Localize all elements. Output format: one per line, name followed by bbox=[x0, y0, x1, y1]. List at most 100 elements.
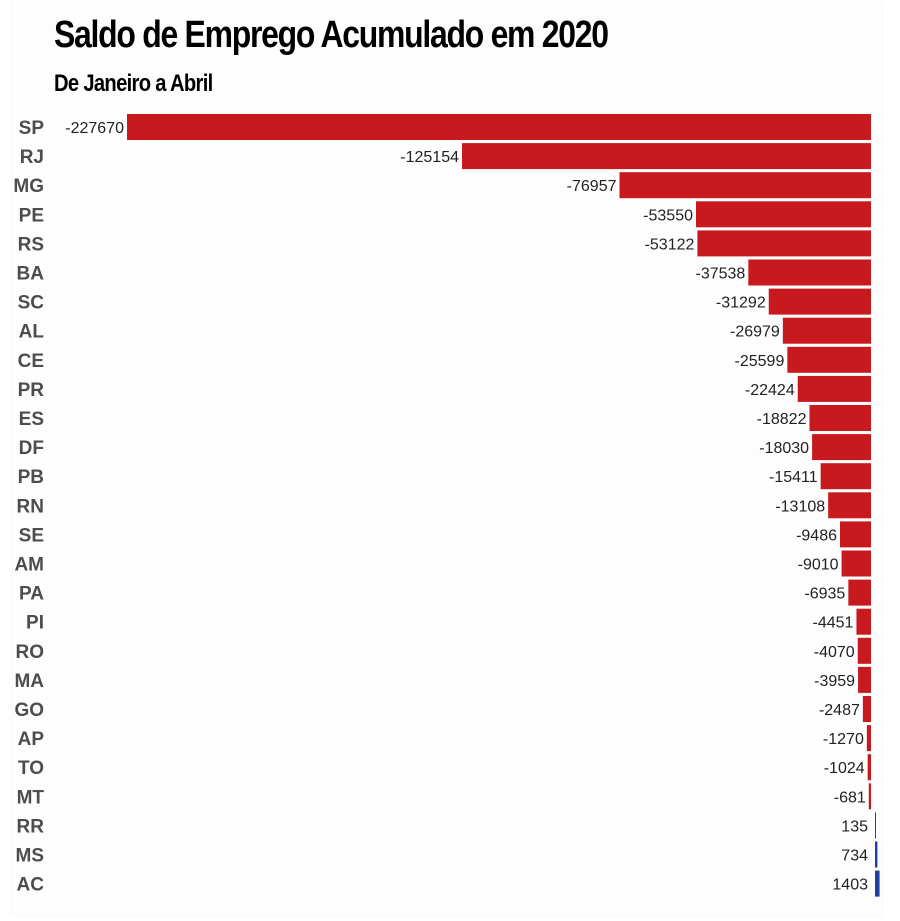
chart-subtitle: De Janeiro a Abril bbox=[54, 70, 213, 97]
bar bbox=[857, 637, 871, 664]
data-label: -18030 bbox=[759, 440, 809, 457]
bar-row-ce: CE -25599 bbox=[18, 346, 871, 373]
bar bbox=[875, 812, 876, 839]
data-label: -227670 bbox=[65, 120, 124, 137]
data-label: -25599 bbox=[735, 353, 785, 370]
bar-row-ms: MS 734 bbox=[16, 841, 878, 868]
bar-row-rn: RN -13108 bbox=[17, 492, 871, 519]
bar-row-ma: MA -3959 bbox=[14, 666, 871, 693]
category-label: GO bbox=[14, 700, 44, 721]
bar-row-sp: SP -227670 bbox=[19, 114, 871, 140]
data-label: -26979 bbox=[730, 324, 780, 341]
bar bbox=[748, 259, 871, 286]
bar-row-rr: RR 135 bbox=[17, 812, 876, 839]
bar bbox=[782, 317, 871, 344]
bar-row-pb: PB -15411 bbox=[18, 463, 871, 490]
category-label: AL bbox=[19, 322, 45, 343]
category-label: MT bbox=[17, 787, 45, 808]
category-label: SP bbox=[19, 118, 45, 139]
data-label: -15411 bbox=[769, 469, 818, 486]
bar bbox=[768, 288, 871, 315]
category-label: RS bbox=[18, 234, 44, 255]
bar-row-to: TO -1024 bbox=[18, 754, 871, 781]
bar bbox=[858, 666, 871, 693]
bar bbox=[809, 405, 871, 431]
category-label: MS bbox=[16, 846, 45, 867]
bar-row-pe: PE -53550 bbox=[19, 201, 871, 228]
data-label: -681 bbox=[834, 789, 866, 806]
category-label: SE bbox=[19, 525, 44, 546]
bar bbox=[828, 492, 871, 519]
bar bbox=[875, 841, 878, 868]
category-label: RJ bbox=[20, 147, 44, 168]
category-label: AC bbox=[17, 875, 45, 896]
data-label: -9486 bbox=[796, 527, 837, 544]
bar bbox=[619, 172, 871, 199]
bar bbox=[862, 696, 871, 722]
bar bbox=[866, 725, 871, 752]
data-label: -53122 bbox=[645, 236, 695, 253]
bar-row-ap: AP -1270 bbox=[18, 725, 871, 752]
category-label: CE bbox=[18, 351, 44, 372]
bar-row-df: DF -18030 bbox=[19, 434, 871, 461]
bar bbox=[696, 201, 871, 228]
category-label: RO bbox=[16, 642, 45, 663]
bar bbox=[697, 230, 871, 257]
bar bbox=[867, 754, 871, 781]
data-label: -13108 bbox=[775, 498, 825, 515]
bar-row-pa: PA -6935 bbox=[19, 579, 871, 606]
data-label: 135 bbox=[841, 818, 868, 835]
bar-row-rs: RS -53122 bbox=[18, 230, 871, 257]
bar bbox=[787, 346, 871, 373]
bar bbox=[840, 521, 871, 548]
category-label: MG bbox=[13, 176, 44, 197]
bar-row-al: AL -26979 bbox=[19, 317, 871, 344]
data-label: -1024 bbox=[824, 760, 865, 777]
data-label: -9010 bbox=[798, 557, 839, 574]
data-label: -4451 bbox=[813, 615, 854, 632]
category-label: PB bbox=[18, 467, 44, 488]
category-label: SC bbox=[18, 293, 45, 314]
bar bbox=[820, 463, 871, 490]
bar bbox=[875, 870, 880, 897]
data-label: -22424 bbox=[745, 382, 795, 399]
category-label: ES bbox=[19, 409, 44, 430]
bar bbox=[812, 434, 871, 461]
bar bbox=[127, 114, 871, 140]
bar-row-go: GO -2487 bbox=[14, 696, 871, 722]
data-label: -31292 bbox=[716, 295, 766, 312]
data-label: -1270 bbox=[823, 731, 864, 748]
bar-row-rj: RJ -125154 bbox=[20, 143, 871, 170]
data-label: -2487 bbox=[819, 702, 860, 719]
bar-row-ro: RO -4070 bbox=[16, 637, 871, 664]
bar-row-sc: SC -31292 bbox=[18, 288, 871, 315]
bar bbox=[856, 608, 871, 635]
bar-row-mt: MT -681 bbox=[17, 783, 871, 810]
data-label: -4070 bbox=[814, 644, 855, 661]
bar bbox=[797, 375, 871, 402]
category-label: PA bbox=[19, 584, 44, 605]
bar-row-ba: BA -37538 bbox=[17, 259, 871, 286]
bar-row-se: SE -9486 bbox=[19, 521, 871, 548]
category-label: PE bbox=[19, 205, 44, 226]
bar bbox=[868, 783, 871, 810]
data-label: -37538 bbox=[696, 266, 746, 283]
category-label: AM bbox=[14, 555, 44, 576]
data-label: -6935 bbox=[804, 586, 845, 603]
category-label: AP bbox=[18, 729, 45, 750]
bar-row-mg: MG -76957 bbox=[13, 172, 871, 199]
category-label: PR bbox=[18, 380, 45, 401]
data-label: -125154 bbox=[400, 149, 459, 166]
category-label: MA bbox=[14, 671, 44, 692]
data-label: -18822 bbox=[757, 411, 807, 428]
data-label: -3959 bbox=[814, 673, 855, 690]
data-label: 1403 bbox=[832, 877, 868, 894]
category-label: BA bbox=[17, 264, 45, 285]
data-label: -76957 bbox=[567, 178, 617, 195]
bar-row-ac: AC 1403 bbox=[17, 870, 880, 897]
bar-row-pr: PR -22424 bbox=[18, 375, 871, 402]
bar-row-es: ES -18822 bbox=[19, 405, 871, 431]
category-label: DF bbox=[19, 438, 44, 459]
category-label: TO bbox=[18, 758, 44, 779]
